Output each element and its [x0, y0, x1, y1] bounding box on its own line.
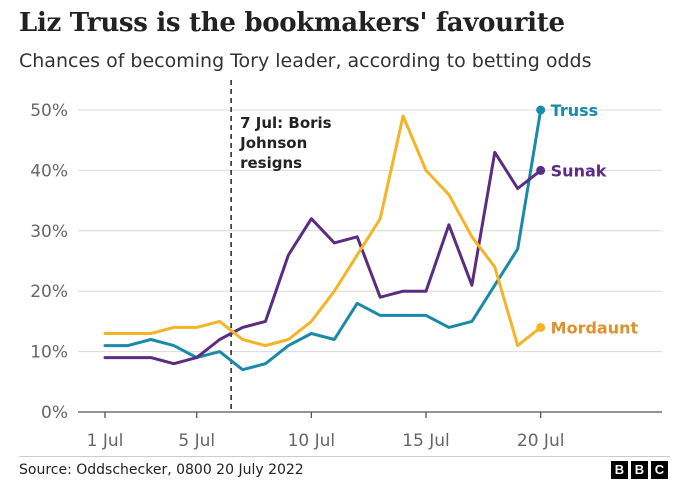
x-tick-label: 20 Jul	[517, 431, 565, 451]
annotation-text: 7 Jul: Boris	[240, 114, 332, 132]
chart-title: Liz Truss is the bookmakers' favourite	[19, 8, 565, 38]
chart-subtitle: Chances of becoming Tory leader, accordi…	[19, 50, 592, 72]
y-tick-label: 0%	[41, 403, 68, 423]
series-endpoint-sunak	[536, 165, 546, 175]
bbc-logo-letter: B	[631, 461, 648, 479]
y-tick-label: 30%	[30, 222, 68, 242]
series-line-sunak	[103, 150, 543, 366]
series-label-sunak: Sunak	[551, 161, 607, 180]
bbc-logo-letter: B	[611, 461, 628, 479]
bbc-logo-letter: C	[651, 461, 668, 479]
series-label-mordaunt: Mordaunt	[551, 318, 639, 337]
series-endpoint-truss	[536, 105, 546, 115]
series-label-truss: Truss	[551, 101, 598, 120]
bbc-logo: B B C	[611, 461, 668, 479]
annotation-text: resigns	[240, 154, 302, 172]
y-tick-label: 10%	[30, 343, 68, 363]
x-tick-label: 1 Jul	[87, 431, 124, 451]
series-line-mordaunt	[103, 114, 543, 348]
annotation-text: Johnson	[239, 134, 307, 152]
series-line-truss	[103, 108, 543, 372]
series-endpoint-mordaunt	[536, 322, 546, 332]
source-note: Source: Oddschecker, 0800 20 July 2022	[19, 462, 304, 478]
y-tick-label: 40%	[30, 161, 68, 181]
y-tick-label: 50%	[30, 101, 68, 121]
x-tick-label: 10 Jul	[288, 431, 336, 451]
x-tick-label: 15 Jul	[402, 431, 450, 451]
x-tick-label: 5 Jul	[178, 431, 215, 451]
y-tick-label: 20%	[30, 282, 68, 302]
footer-divider	[19, 456, 670, 457]
